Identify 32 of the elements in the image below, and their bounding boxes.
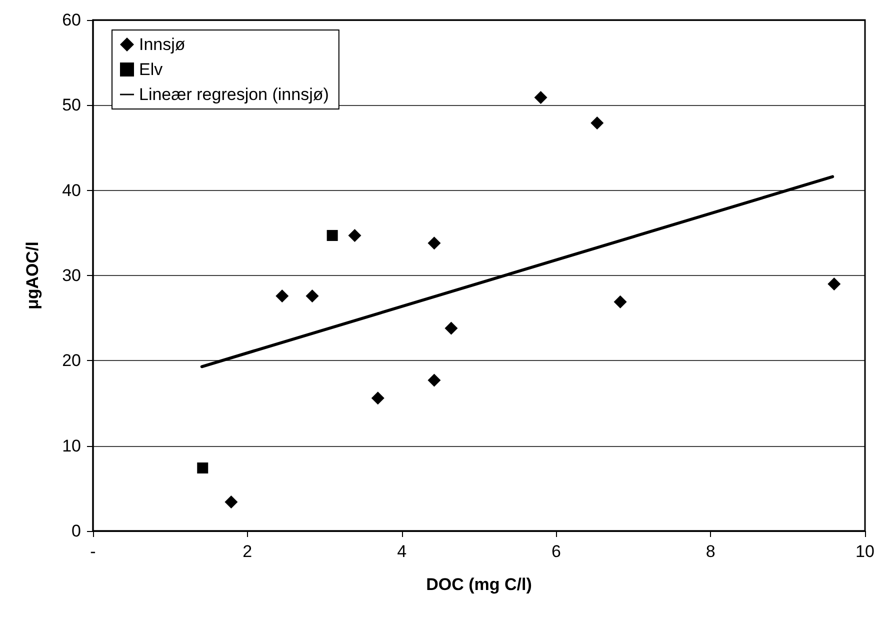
point <box>534 91 548 104</box>
y-tick-label: 30 <box>62 266 81 285</box>
point <box>306 289 319 302</box>
legend-label: Elv <box>139 60 164 79</box>
point <box>371 392 384 405</box>
point <box>326 230 338 241</box>
point <box>590 116 604 130</box>
point <box>224 496 238 509</box>
y-tick-label: 60 <box>62 10 81 30</box>
point <box>348 228 362 242</box>
x-tick-label: - <box>90 542 96 561</box>
y-tick-label: 0 <box>72 522 81 540</box>
y-tick-label: 40 <box>62 180 81 200</box>
point <box>276 289 289 302</box>
legend-label: Innsjø <box>139 35 186 54</box>
legend-label: Lineær regresjon (innsjø) <box>139 85 329 104</box>
point <box>197 462 208 474</box>
x-tick-label: 4 <box>397 542 407 561</box>
point <box>614 295 627 308</box>
point <box>444 322 458 335</box>
y-tick-label: 20 <box>62 351 81 370</box>
y-axis-title: μgAOC/l <box>23 241 42 310</box>
y-tick-label: 10 <box>62 436 81 456</box>
x-tick-label: 6 <box>551 542 561 561</box>
x-tick-label: 10 <box>856 542 874 561</box>
y-tick-label: 50 <box>62 96 81 115</box>
x-tick-label: 8 <box>706 542 716 561</box>
point <box>428 374 441 387</box>
x-axis-title: DOC (mg C/l) <box>426 575 532 594</box>
point <box>828 278 841 291</box>
x-tick-label: 2 <box>242 542 252 561</box>
point <box>428 236 441 250</box>
